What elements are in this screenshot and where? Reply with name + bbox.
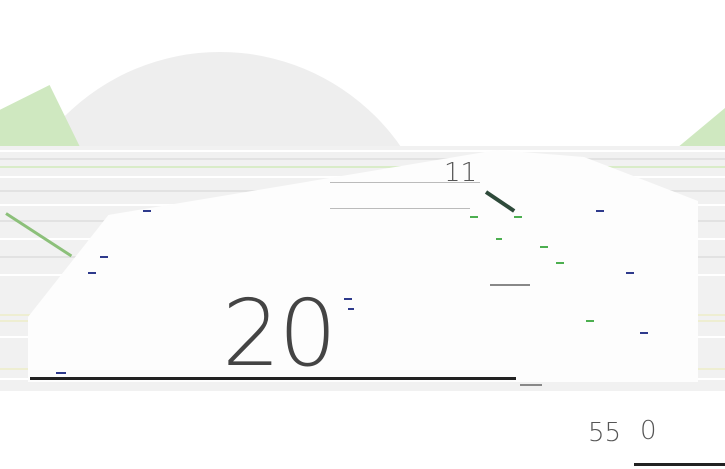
- tick-mark: [348, 308, 354, 310]
- tick-mark: [56, 372, 66, 374]
- gauge-value: 20: [222, 280, 337, 387]
- tick-mark: [626, 272, 634, 274]
- tick-mark: [143, 210, 151, 212]
- tick-mark: [88, 272, 96, 274]
- tick-mark-grey: [520, 384, 542, 386]
- gauge-baseline-right: [634, 463, 725, 466]
- tick-mark-green: [586, 320, 594, 322]
- tick-line: [330, 182, 480, 183]
- tick-mark-green: [556, 262, 564, 264]
- tick-mark: [344, 298, 352, 300]
- gauge-baseline: [30, 377, 516, 380]
- tick-mark-grey: [490, 284, 530, 286]
- tick-line: [330, 208, 470, 209]
- tick-mark: [596, 210, 604, 212]
- tick-mark-green: [540, 246, 548, 248]
- tick-mark: [640, 332, 648, 334]
- tick-mark-green: [496, 238, 502, 240]
- tick-mark-green: [514, 216, 522, 218]
- gauge-tick-label-top: 11: [444, 158, 478, 188]
- gauge-green-zone-right: [677, 108, 725, 148]
- tick-mark-green: [470, 216, 478, 218]
- tick-mark: [100, 256, 108, 258]
- gauge-tick-label-bottom-left: 55: [588, 418, 622, 448]
- gauge-tick-label-bottom-right: 0: [640, 416, 657, 446]
